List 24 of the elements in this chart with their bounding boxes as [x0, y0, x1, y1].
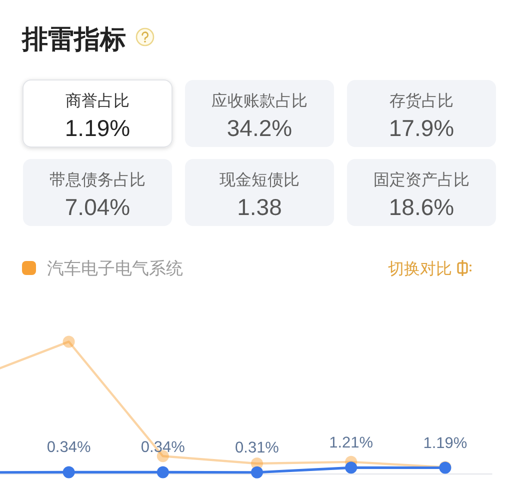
- text: 固定资产占比: [374, 171, 470, 189]
- point: [251, 466, 263, 478]
- legend-label: 汽车电子电气系统: [47, 259, 183, 278]
- point: [156, 466, 169, 478]
- text: 18.6%: [388, 194, 454, 220]
- text: 7.04%: [64, 194, 130, 220]
- data-label: 1.21%: [329, 434, 374, 452]
- text: 34.2%: [226, 115, 292, 141]
- text: 切换对比: [388, 260, 452, 278]
- text: 现金短债比: [220, 171, 300, 189]
- point: [62, 466, 75, 478]
- data-label: 1.19%: [423, 434, 468, 452]
- point: [62, 336, 75, 348]
- text: 商誉占比: [66, 92, 130, 110]
- text: 17.9%: [388, 115, 454, 141]
- data-label: 0.31%: [235, 439, 280, 456]
- point: [345, 462, 358, 474]
- text: 带息债务占比: [50, 171, 146, 189]
- text: 排雷指标: [21, 24, 126, 54]
- data-label: 0.34%: [46, 439, 91, 456]
- text: 应收账款占比: [212, 92, 308, 110]
- text: 存货占比: [390, 92, 454, 110]
- text: 1.19%: [64, 115, 130, 141]
- text: 1.38: [237, 194, 282, 220]
